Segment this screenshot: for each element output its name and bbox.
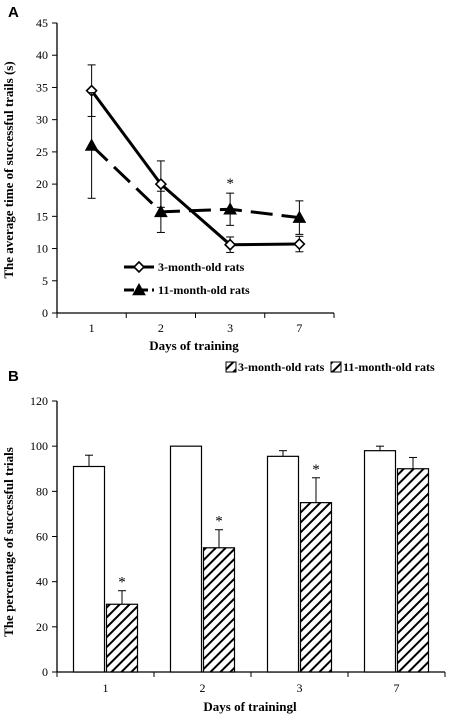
- legend-label-eleven-month: 11-month-old rats: [158, 283, 250, 297]
- panel-a-point-three-month: [223, 238, 237, 251]
- panel-b-bar-eleven-month: [396, 468, 430, 673]
- panel-a-y-axis-label: The average time of successful trails (s…: [1, 61, 16, 278]
- panel-b-significance-marker: *: [215, 514, 223, 530]
- legend-label-three-month: 3-month-old rats: [158, 260, 245, 274]
- panel-a-point-eleven-month: [154, 204, 168, 218]
- panel-a-significance-marker: *: [226, 176, 234, 192]
- panel-b-bar-eleven-month: [299, 502, 333, 673]
- panel-a-x-axis-label: Days of training: [149, 338, 239, 353]
- panel-a-y-tick-label: 30: [36, 113, 48, 127]
- panel-b-x-tick-label: 3: [297, 681, 303, 695]
- panel-a-x-tick-label: 3: [227, 321, 233, 335]
- panel-b-y-tick-label: 0: [42, 665, 48, 679]
- panel-a-y-tick-label: 45: [36, 16, 48, 30]
- panel-b-bar-three-month: [72, 465, 106, 673]
- panel-a-y-tick-label: 0: [42, 306, 48, 320]
- panel-a-letter: A: [8, 4, 19, 21]
- panel-b-bar-chart: B The percentage of successful trials Da…: [1, 360, 446, 714]
- panel-b-x-axis-label: Days of trainingl: [203, 699, 297, 714]
- panel-b-y-tick-label: 100: [30, 439, 48, 453]
- panel-a-point-eleven-month: [223, 202, 237, 215]
- legend-swatch-three-month: [225, 361, 237, 373]
- panel-a-y-tick-label: 40: [36, 48, 48, 62]
- panel-a-y-tick-label: 25: [36, 145, 48, 159]
- panel-b-significance-marker: *: [118, 575, 126, 591]
- panel-a-y-tick-label: 5: [42, 274, 48, 288]
- panel-b-y-axis-label: The percentage of successful trials: [1, 447, 16, 637]
- panel-a-x-tick-label: 2: [158, 321, 164, 335]
- panel-a-point-three-month: [293, 237, 306, 251]
- panel-a-x-tick-label: 1: [89, 321, 95, 335]
- panel-a-point-eleven-month: [292, 210, 307, 223]
- panel-b-y-tick-label: 120: [30, 394, 48, 408]
- panel-b-bar-three-month: [363, 450, 397, 673]
- panel-a-series-three-month: [85, 64, 306, 253]
- panel-a-y-tick-label: 35: [36, 80, 48, 94]
- legend-marker-eleven-month: [132, 282, 146, 296]
- panel-a-y-tick-label: 20: [36, 177, 48, 191]
- panel-a-y-tick-label: 10: [36, 242, 48, 256]
- panel-a-series-line-eleven-month: [90, 144, 300, 220]
- panel-a-series-line-three-month: [90, 89, 300, 247]
- panel-b-x-tick-label: 7: [394, 681, 400, 695]
- panel-b-letter: B: [8, 368, 19, 385]
- panel-b-y-tick-label: 80: [36, 484, 48, 498]
- panel-b-x-tick-label: 1: [103, 681, 109, 695]
- panel-b-significance-marker: *: [312, 462, 320, 478]
- legend-label-three-month: 3-month-old rats: [238, 360, 325, 374]
- legend-swatch-eleven-month: [330, 361, 342, 373]
- panel-b-bar-three-month: [266, 455, 300, 673]
- panel-b-y-tick-label: 20: [36, 620, 48, 634]
- panel-b-x-tick-label: 2: [200, 681, 206, 695]
- panel-a-point-eleven-month: [84, 138, 99, 151]
- panel-a-point-three-month: [154, 177, 168, 191]
- panel-b-bar-eleven-month: [202, 547, 236, 673]
- panel-a-y-tick-label: 15: [36, 209, 48, 223]
- panel-a-x-tick-label: 7: [296, 321, 302, 335]
- legend-marker-three-month: [132, 260, 146, 274]
- panel-a-series-eleven-month: [84, 92, 307, 235]
- panel-b-y-tick-label: 60: [36, 530, 48, 544]
- panel-a-line-chart: A The average time of successful trails …: [1, 4, 335, 353]
- panel-b-y-tick-label: 40: [36, 575, 48, 589]
- panel-b-bar-three-month: [169, 445, 203, 673]
- legend-label-eleven-month: 11-month-old rats: [343, 360, 435, 374]
- panel-b-bar-eleven-month: [105, 603, 139, 673]
